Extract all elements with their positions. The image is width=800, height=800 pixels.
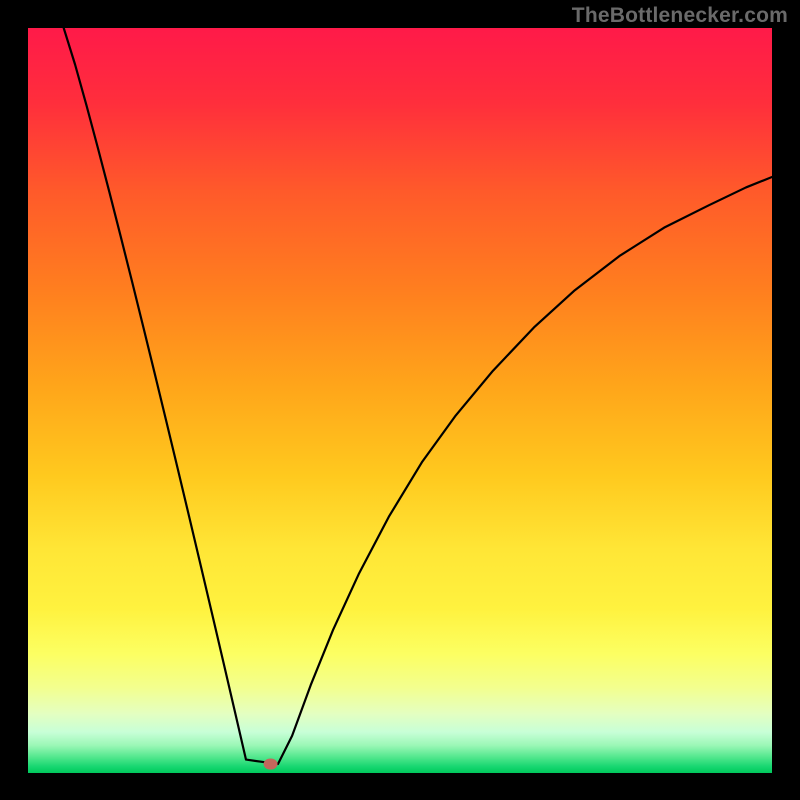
chart-frame: TheBottlenecker.com bbox=[0, 0, 800, 800]
plot-area bbox=[28, 28, 772, 773]
watermark-text: TheBottlenecker.com bbox=[572, 4, 788, 28]
optimal-point-marker bbox=[264, 759, 278, 770]
plot-svg bbox=[28, 28, 772, 773]
gradient-background bbox=[28, 28, 772, 773]
